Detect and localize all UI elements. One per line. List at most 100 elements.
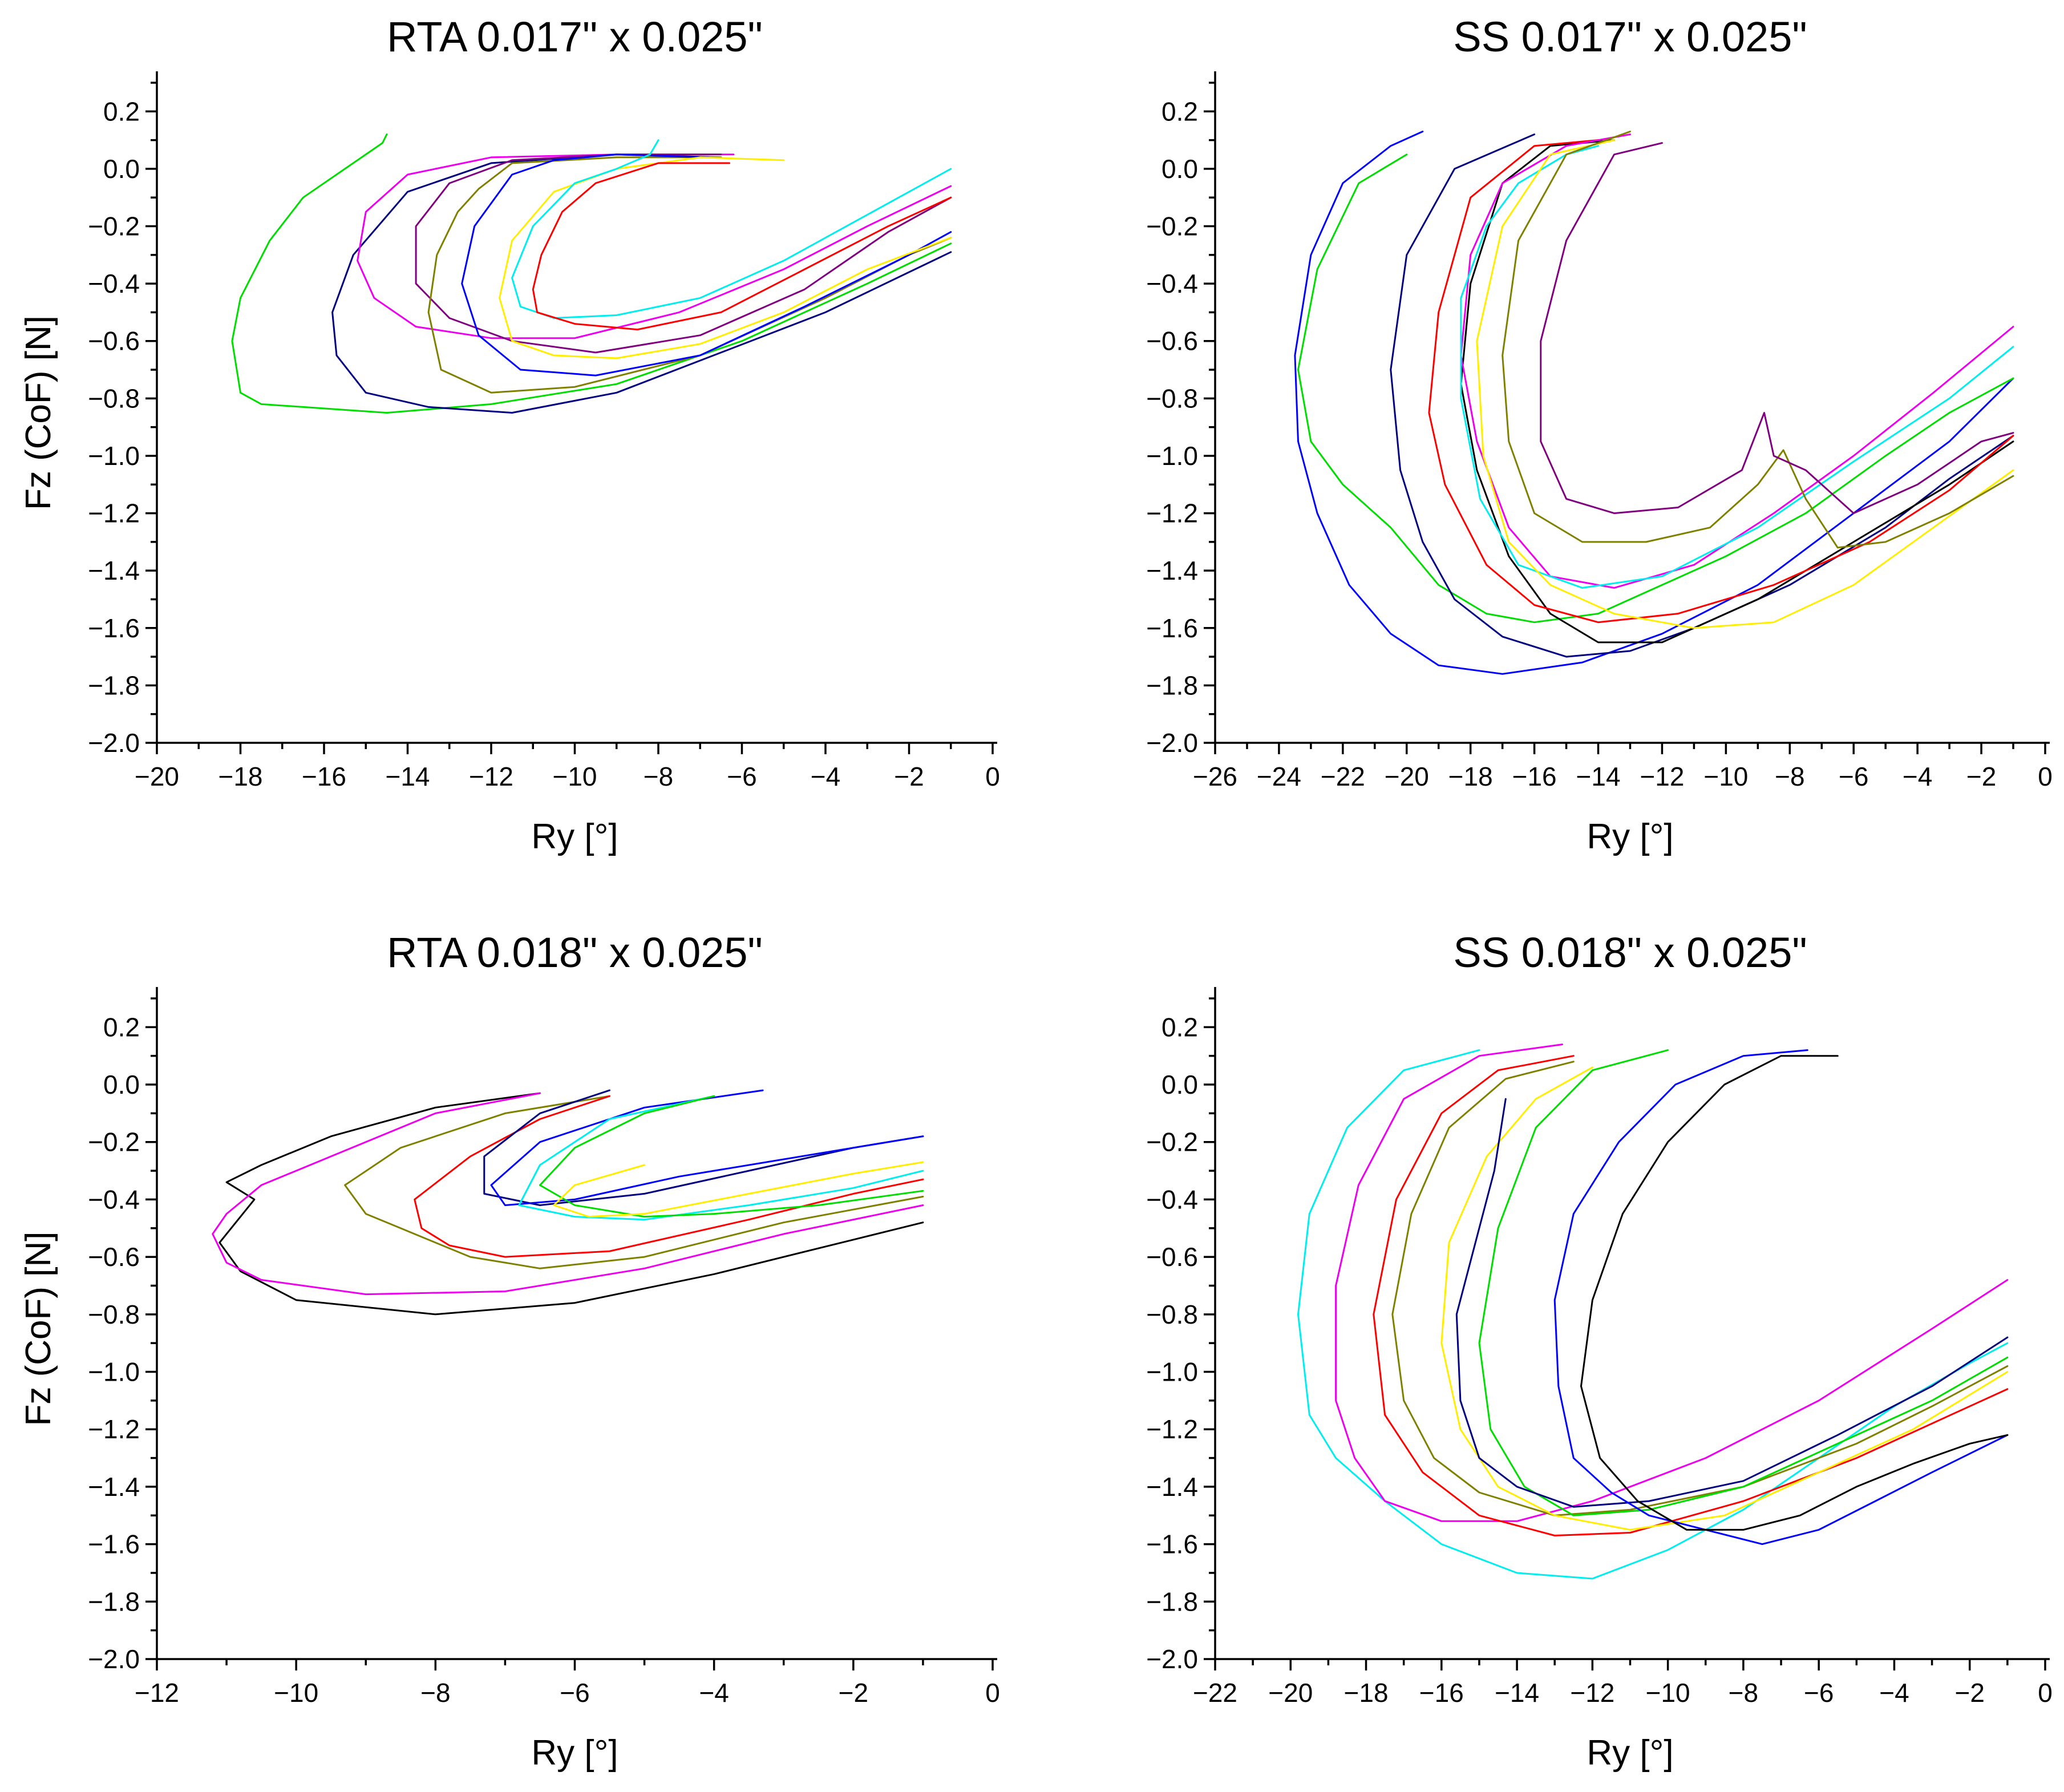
x-tick-label: −4 <box>1903 762 1932 791</box>
y-tick-label: −0.2 <box>88 212 140 241</box>
y-tick-label: −0.4 <box>88 269 140 298</box>
y-tick-label: 0.2 <box>103 96 140 126</box>
series-line-cyan <box>1297 1049 2009 1580</box>
y-tick-label: −1.6 <box>1146 613 1198 643</box>
x-axis-label: Ry [°] <box>1587 1733 1673 1773</box>
x-tick-label: −14 <box>385 762 430 791</box>
series-line-blue <box>1294 131 2014 675</box>
x-tick-label: −12 <box>469 762 513 791</box>
y-tick-label: −0.6 <box>88 1242 140 1272</box>
series-line-red <box>1373 1055 2009 1536</box>
y-axis-label: Fz (CoF) [N] <box>19 315 58 510</box>
x-tick-label: −6 <box>560 1678 589 1708</box>
x-tick-label: 0 <box>2038 762 2053 791</box>
series-line-navy <box>1455 1098 2009 1508</box>
y-tick-label: 0.0 <box>1161 1070 1198 1099</box>
x-tick-label: −2 <box>839 1678 868 1708</box>
series-line-olive <box>427 156 952 394</box>
series-line-magenta <box>1335 1043 2009 1522</box>
x-tick-label: −26 <box>1193 762 1237 791</box>
series-line-green <box>231 134 952 414</box>
chart-title: SS 0.017" x 0.025" <box>1453 13 1807 60</box>
series-line-yellow <box>553 1161 924 1218</box>
x-tick-label: 0 <box>2038 1678 2053 1708</box>
series-line-yellow <box>1476 139 2014 629</box>
y-tick-label: −1.4 <box>88 556 140 585</box>
y-tick-label: −0.8 <box>88 383 140 413</box>
y-tick-label: −1.4 <box>88 1472 140 1502</box>
y-tick-label: −1.8 <box>1146 670 1198 700</box>
x-tick-label: −18 <box>218 762 262 791</box>
series-line-green <box>1478 1049 2009 1516</box>
x-tick-label: −12 <box>1640 762 1684 791</box>
x-tick-label: −20 <box>1385 762 1429 791</box>
y-tick-label: −1.4 <box>1146 556 1198 585</box>
y-tick-label: −0.6 <box>1146 326 1198 356</box>
series-line-red <box>414 1095 924 1258</box>
x-tick-label: −10 <box>1646 1678 1690 1708</box>
series-line-red <box>532 162 952 331</box>
series-line-black <box>1460 139 2014 644</box>
x-axis-label: Ry [°] <box>531 1733 618 1773</box>
y-axis-label: Fz (CoF) [N] <box>19 1232 58 1426</box>
series-line-blue <box>461 153 952 377</box>
y-tick-label: −1.2 <box>88 1414 140 1444</box>
x-tick-label: −20 <box>1268 1678 1313 1708</box>
x-tick-label: −16 <box>1419 1678 1464 1708</box>
x-tick-label: 0 <box>985 762 1000 791</box>
series-line-olive <box>344 1095 924 1269</box>
x-tick-label: −10 <box>1703 762 1748 791</box>
x-tick-label: −8 <box>420 1678 450 1708</box>
x-tick-label: −6 <box>1839 762 1868 791</box>
series-line-purple <box>415 153 952 354</box>
series-line-olive <box>1502 131 2014 549</box>
x-tick-label: −20 <box>135 762 179 791</box>
x-tick-label: −10 <box>552 762 597 791</box>
y-tick-label: −1.0 <box>88 1357 140 1387</box>
y-tick-label: −0.2 <box>88 1127 140 1157</box>
x-tick-label: −24 <box>1257 762 1301 791</box>
x-tick-label: −12 <box>1570 1678 1614 1708</box>
series-line-yellow <box>1440 1066 2009 1531</box>
x-tick-label: −8 <box>644 762 673 791</box>
x-tick-label: −10 <box>274 1678 318 1708</box>
x-tick-label: −2 <box>1966 762 1996 791</box>
y-tick-label: −1.2 <box>88 499 140 528</box>
y-tick-label: −0.4 <box>88 1184 140 1214</box>
x-tick-label: −22 <box>1193 1678 1237 1708</box>
x-tick-label: −6 <box>727 762 756 791</box>
chart-title: RTA 0.017" x 0.025" <box>387 13 763 60</box>
x-tick-label: −14 <box>1495 1678 1539 1708</box>
series-line-black <box>1580 1055 2009 1531</box>
y-tick-label: −2.0 <box>88 1644 140 1674</box>
series-line-olive <box>1391 1061 2009 1516</box>
series-line-green <box>539 1095 924 1218</box>
x-axis-label: Ry [°] <box>531 817 618 856</box>
y-tick-label: −0.2 <box>1146 212 1198 241</box>
y-tick-label: −1.6 <box>88 613 140 643</box>
x-tick-label: −16 <box>302 762 346 791</box>
y-tick-label: −0.4 <box>1146 269 1198 298</box>
y-axis-label: Fz (CoF) [N] <box>19 315 58 510</box>
y-tick-label: −0.8 <box>1146 383 1198 413</box>
y-tick-label: −0.2 <box>1146 1127 1198 1157</box>
y-tick-label: −1.0 <box>1146 1357 1198 1387</box>
y-tick-label: −1.2 <box>1146 1414 1198 1444</box>
x-tick-label: 0 <box>985 1678 1000 1708</box>
y-tick-label: −2.0 <box>1146 728 1198 758</box>
chart-panel-ss017: SS 0.017" x 0.025"−26 −24 −22 −20 −18 −16 −14−… <box>19 13 2053 856</box>
series-line-green <box>1297 153 2014 624</box>
x-tick-label: −18 <box>1448 762 1493 791</box>
x-tick-label: −12 <box>135 1678 179 1708</box>
x-tick-label: −14 <box>1576 762 1621 791</box>
y-tick-label: −0.8 <box>1146 1300 1198 1329</box>
x-tick-label: −8 <box>1775 762 1804 791</box>
series-line-magenta <box>1460 134 2014 589</box>
y-axis-label: Fz (CoF) [N] <box>19 1232 58 1426</box>
chart-panel-ss018: SS 0.018" x 0.025"−22 −20 −18 −16 −14 −12 −10−… <box>19 929 2053 1773</box>
y-tick-label: 0.0 <box>103 1070 140 1099</box>
x-axis-label: Ry [°] <box>1587 817 1673 856</box>
series-line-blue <box>1553 1049 2009 1546</box>
series-line-magenta <box>357 153 952 339</box>
